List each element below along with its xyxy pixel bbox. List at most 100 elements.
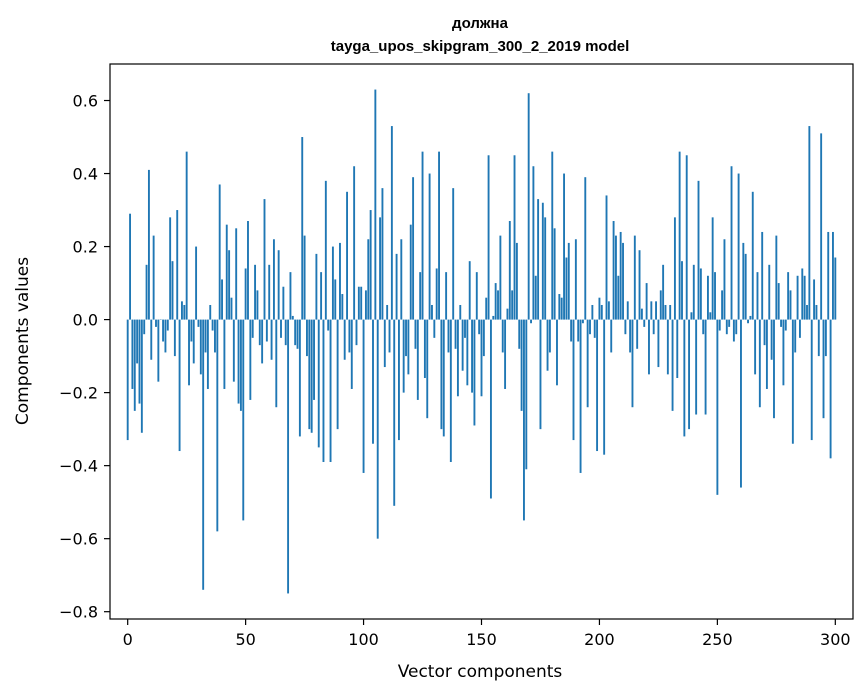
bar-59 (265, 319, 268, 342)
bar-155 (492, 315, 495, 320)
x-axis-ticks: 0 50 100 150 200 250 300 (123, 619, 851, 649)
bar-191 (577, 319, 580, 342)
bar-9 (147, 169, 150, 320)
bar-6 (140, 319, 143, 433)
bar-236 (683, 319, 686, 437)
bar-201 (600, 304, 603, 320)
bar-1 (129, 213, 131, 320)
bar-282 (791, 319, 794, 444)
bar-113 (393, 319, 396, 506)
bar-55 (256, 290, 259, 320)
bar-114 (395, 253, 398, 320)
bar-163 (511, 290, 514, 320)
bar-90 (339, 242, 341, 320)
bar-250 (716, 319, 719, 495)
bar-219 (643, 319, 646, 327)
bar-122 (414, 319, 417, 349)
bar-271 (765, 319, 768, 389)
bar-18 (169, 217, 172, 320)
bar-226 (659, 290, 662, 320)
x-axis-label: Vector components (398, 662, 563, 682)
bar-164 (513, 155, 516, 320)
bar-166 (518, 319, 521, 349)
bar-252 (721, 290, 724, 320)
bar-85 (327, 319, 330, 331)
bar-100 (362, 319, 365, 473)
y-tick-label: −0.6 (59, 530, 98, 549)
y-axis-ticks: −0.8 −0.6 −0.4 −0.2 0.0 0.2 0.4 0.6 (59, 92, 110, 622)
bar-262 (744, 253, 747, 320)
bar-215 (633, 235, 636, 320)
bar-27 (190, 319, 193, 342)
bar-17 (166, 319, 169, 331)
bar-104 (372, 319, 374, 444)
bar-217 (638, 250, 641, 320)
bar-75 (303, 235, 306, 320)
bar-56 (258, 319, 261, 346)
bar-261 (742, 242, 745, 320)
bar-117 (402, 319, 405, 393)
bar-291 (813, 279, 816, 320)
bar-234 (678, 151, 681, 320)
bar-0 (126, 319, 129, 441)
bar-70 (291, 315, 294, 320)
bar-284 (796, 275, 799, 320)
bar-45 (232, 319, 235, 382)
bar-295 (822, 319, 825, 419)
bar-210 (622, 242, 624, 320)
bar-221 (648, 319, 650, 375)
x-tick-label: 200 (584, 630, 615, 649)
bar-28 (192, 319, 195, 364)
bar-62 (272, 239, 275, 320)
bar-207 (615, 235, 617, 320)
bar-88 (334, 279, 337, 320)
y-tick-label: 0.0 (73, 311, 98, 330)
bar-274 (773, 319, 775, 419)
bar-196 (589, 319, 591, 335)
bar-86 (329, 319, 332, 462)
bar-288 (806, 304, 808, 320)
bar-300 (834, 257, 837, 320)
bar-245 (704, 319, 707, 415)
bar-10 (150, 319, 153, 360)
bar-140 (456, 319, 459, 397)
bar-41 (223, 319, 226, 389)
bar-218 (640, 308, 643, 320)
bar-152 (485, 297, 488, 320)
bar-254 (725, 319, 728, 335)
bar-5 (138, 319, 141, 404)
bar-3 (133, 319, 136, 411)
bar-123 (416, 319, 419, 400)
bar-197 (591, 304, 594, 320)
bar-268 (758, 319, 761, 408)
bar-222 (650, 301, 653, 320)
bar-36 (211, 319, 214, 331)
bar-213 (629, 319, 632, 353)
bar-52 (249, 319, 252, 400)
bar-249 (714, 272, 716, 320)
bar-60 (268, 264, 271, 320)
bar-96 (353, 166, 356, 320)
bar-179 (548, 319, 551, 353)
bar-281 (789, 290, 792, 320)
bar-298 (829, 319, 832, 459)
bar-54 (254, 264, 257, 320)
bar-285 (798, 319, 801, 338)
bar-109 (383, 319, 386, 368)
bar-269 (761, 231, 764, 320)
bar-200 (598, 297, 601, 320)
bar-150 (480, 319, 483, 397)
bar-171 (530, 319, 532, 324)
bar-276 (777, 283, 780, 320)
chart-title: должна (452, 15, 509, 32)
bar-260 (740, 319, 742, 488)
bar-280 (787, 272, 790, 320)
bar-24 (183, 304, 186, 320)
bar-98 (357, 286, 360, 320)
bar-156 (494, 283, 497, 320)
bar-116 (400, 239, 403, 320)
bar-228 (664, 304, 667, 320)
bar-87 (331, 246, 334, 320)
bar-125 (421, 151, 424, 320)
bar-119 (407, 319, 410, 375)
